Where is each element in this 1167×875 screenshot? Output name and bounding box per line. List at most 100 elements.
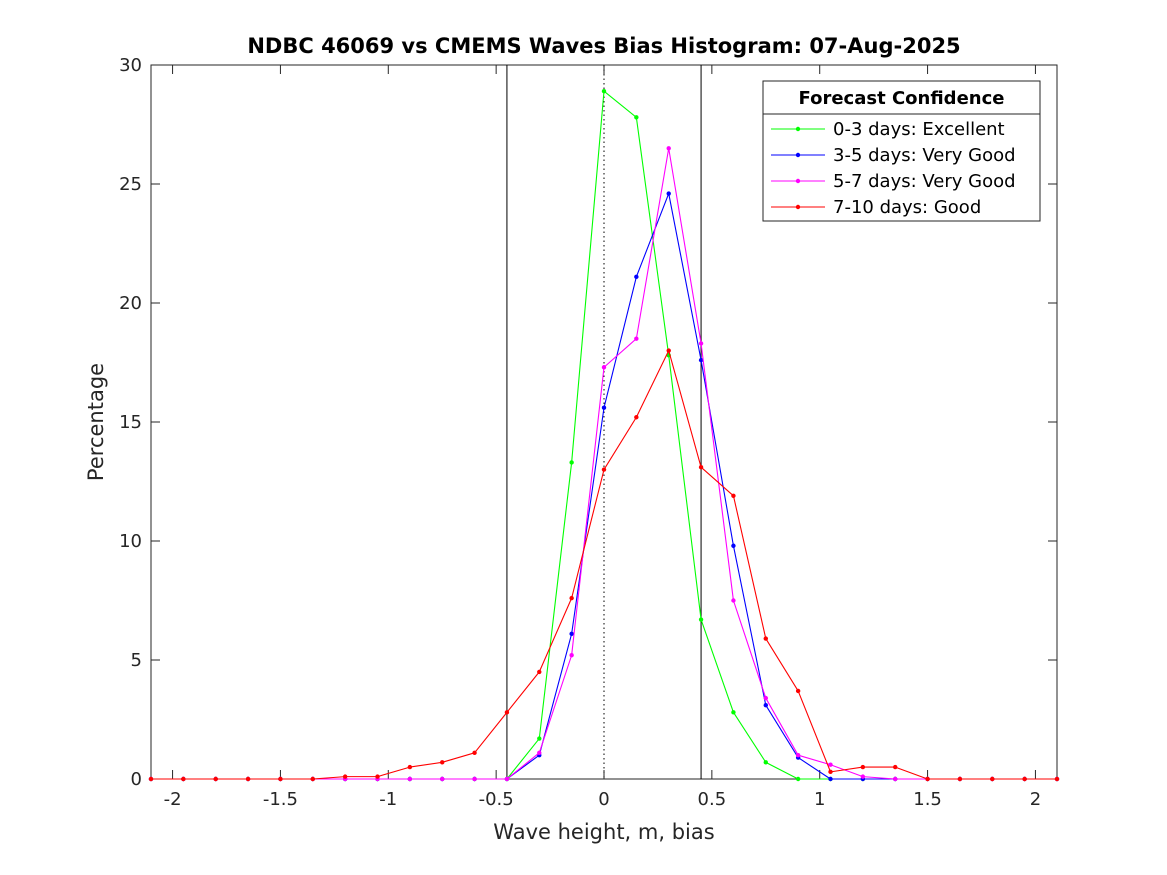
data-point — [1054, 776, 1060, 782]
y-tick-label: 20 — [119, 293, 142, 314]
legend-title: Forecast Confidence — [799, 88, 1005, 109]
series-layer — [148, 88, 1060, 782]
data-point — [181, 776, 186, 782]
data-point — [537, 736, 542, 741]
y-tick-label: 30 — [119, 55, 142, 76]
data-point — [860, 764, 866, 770]
data-point — [537, 669, 542, 675]
data-point — [440, 776, 445, 782]
data-point — [634, 336, 639, 341]
data-point — [440, 760, 445, 765]
data-point — [569, 653, 574, 658]
data-point — [537, 750, 542, 756]
data-point — [763, 695, 768, 701]
y-tick-label: 0 — [131, 769, 142, 790]
series-4 — [148, 348, 1060, 782]
legend-item: 0-3 days: Excellent — [771, 119, 1005, 140]
data-point — [504, 776, 510, 782]
data-point — [763, 636, 768, 641]
data-point — [828, 769, 833, 775]
data-point — [957, 776, 963, 782]
data-point — [569, 595, 574, 601]
x-axis-label: Wave height, m, bias — [493, 820, 714, 844]
legend-item: 7-10 days: Good — [771, 197, 981, 218]
data-point — [666, 146, 671, 151]
data-point — [1022, 776, 1027, 782]
x-tick-label: 0.5 — [698, 789, 727, 810]
data-point — [310, 776, 315, 782]
legend-label: 3-5 days: Very Good — [833, 145, 1016, 166]
data-point — [893, 776, 898, 782]
y-tick-label: 15 — [119, 412, 142, 433]
y-tick-label: 5 — [131, 650, 142, 671]
x-tick-label: -1.5 — [263, 789, 298, 810]
legend-label: 5-7 days: Very Good — [833, 171, 1016, 192]
x-tick-label: 2 — [1030, 789, 1041, 810]
x-tick-labels: -2 -1.5 -1 -0.5 0 0.5 1 1.5 2 — [164, 789, 1042, 810]
data-point — [601, 467, 607, 472]
x-tick-label: 0 — [598, 789, 609, 810]
x-tick-label: 1.5 — [913, 789, 942, 810]
legend-label: 0-3 days: Excellent — [833, 119, 1005, 140]
data-point — [601, 88, 607, 94]
data-point — [828, 762, 833, 767]
y-tick-label: 10 — [119, 531, 142, 552]
data-point — [731, 710, 736, 715]
tick-marks — [151, 64, 1057, 780]
y-tick-label: 25 — [119, 174, 142, 195]
legend: Forecast Confidence 0-3 days: Excellent 3-… — [762, 80, 1041, 222]
x-tick-label: 1 — [814, 789, 825, 810]
data-point — [731, 543, 736, 548]
data-point — [795, 688, 801, 694]
data-point — [569, 460, 574, 465]
data-point — [698, 357, 704, 363]
y-tick-labels: 0 5 10 15 20 25 30 — [119, 55, 142, 790]
data-point — [990, 776, 995, 782]
data-point — [763, 760, 768, 765]
data-point — [278, 776, 283, 782]
legend-swatch-marker — [795, 178, 801, 184]
data-point — [698, 465, 704, 470]
legend-swatch-marker — [795, 126, 801, 132]
legend-swatch-marker — [795, 152, 801, 158]
x-tick-label: -0.5 — [479, 789, 514, 810]
reference-lines — [506, 65, 702, 779]
data-point — [634, 274, 639, 280]
x-tick-label: -1 — [379, 789, 397, 810]
data-point — [472, 776, 477, 782]
data-point — [666, 191, 671, 196]
data-point — [634, 415, 639, 420]
data-point — [666, 348, 671, 353]
data-point — [925, 776, 930, 782]
data-point — [828, 776, 833, 782]
data-point — [375, 774, 380, 779]
data-point — [731, 598, 736, 603]
data-point — [342, 774, 348, 779]
data-point — [795, 753, 801, 758]
data-point — [472, 750, 477, 756]
data-point — [731, 493, 736, 498]
data-point — [569, 631, 574, 637]
data-point — [407, 764, 413, 770]
legend-box — [762, 80, 1041, 222]
data-point — [698, 617, 704, 622]
legend-label: 7-10 days: Good — [833, 197, 981, 218]
legend-item: 3-5 days: Very Good — [771, 145, 1016, 166]
data-point — [860, 774, 866, 779]
y-axis-label: Percentage — [84, 363, 108, 481]
data-point — [763, 703, 768, 708]
legend-item: 5-7 days: Very Good — [771, 171, 1016, 192]
data-point — [245, 776, 251, 782]
data-point — [698, 341, 704, 346]
data-point — [634, 115, 639, 120]
chart-title: NDBC 46069 vs CMEMS Waves Bias Histogram… — [247, 34, 960, 58]
data-point — [795, 776, 801, 782]
data-point — [601, 365, 607, 370]
data-point — [601, 405, 607, 410]
x-tick-label: -2 — [164, 789, 182, 810]
data-point — [148, 776, 154, 782]
data-point — [407, 776, 413, 782]
data-point — [504, 710, 510, 715]
data-point — [213, 776, 218, 782]
